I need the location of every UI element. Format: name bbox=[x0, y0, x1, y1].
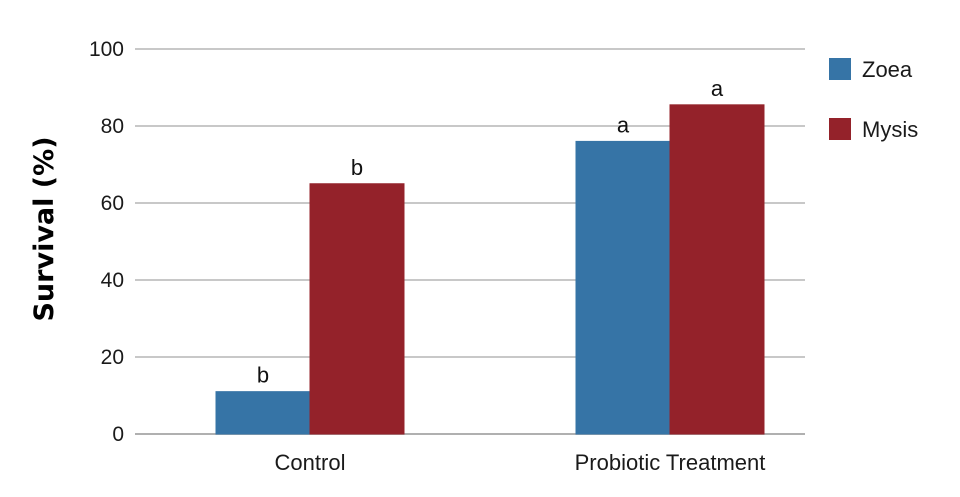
bars bbox=[215, 104, 765, 435]
bar-letter-label: b bbox=[351, 155, 363, 180]
y-axis-ticks: 0 20 40 60 80 100 bbox=[89, 38, 124, 446]
legend-label-zoea: Zoea bbox=[862, 57, 913, 82]
bar-letter-label: a bbox=[617, 112, 630, 137]
y-tick-label: 40 bbox=[101, 269, 124, 292]
data-labels: b b a a bbox=[257, 76, 724, 388]
legend-label-mysis: Mysis bbox=[862, 117, 918, 142]
legend-swatch-mysis bbox=[829, 118, 851, 140]
y-tick-label: 100 bbox=[89, 38, 124, 61]
y-tick-label: 0 bbox=[112, 423, 124, 446]
bar-zoea-1 bbox=[575, 140, 671, 435]
bar-zoea-0 bbox=[215, 391, 311, 435]
x-category-label: Control bbox=[275, 450, 346, 475]
bar-letter-label: a bbox=[711, 76, 724, 101]
y-axis-label: Survival (%) bbox=[29, 136, 60, 321]
y-tick-label: 80 bbox=[101, 115, 124, 138]
x-category-label: Probiotic Treatment bbox=[575, 450, 766, 475]
legend-swatch-zoea bbox=[829, 58, 851, 80]
legend: Zoea Mysis bbox=[829, 57, 918, 142]
y-tick-label: 60 bbox=[101, 192, 124, 215]
bar-mysis-1 bbox=[669, 104, 765, 435]
y-tick-label: 20 bbox=[101, 346, 124, 369]
category-labels: Control Probiotic Treatment bbox=[275, 450, 766, 475]
bar-letter-label: b bbox=[257, 363, 269, 388]
bar-mysis-0 bbox=[309, 183, 405, 435]
